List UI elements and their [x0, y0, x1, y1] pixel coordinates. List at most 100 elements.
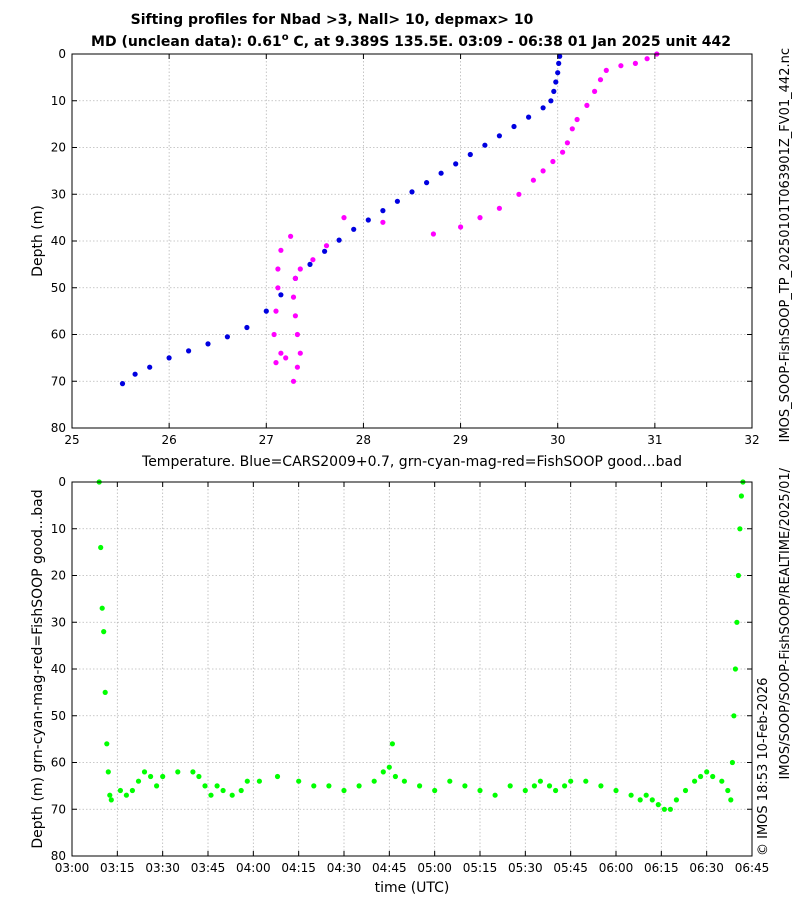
data-point — [438, 170, 444, 176]
data-point — [453, 161, 459, 167]
title-degree-sup: o — [282, 32, 289, 43]
data-point — [710, 773, 716, 780]
data-point — [132, 371, 138, 377]
data-point — [597, 77, 604, 83]
x-tick-label: 06:30 — [689, 861, 724, 875]
data-point — [102, 689, 108, 696]
data-point — [401, 778, 407, 784]
data-point — [540, 168, 546, 174]
data-point — [275, 285, 281, 291]
x-tick-label: 03:00 — [55, 861, 90, 875]
chart-title-line1: Sifting profiles for Nbad >3, Nall> 10, … — [131, 12, 534, 28]
top-ylabel: Depth (m) — [30, 205, 46, 277]
y-tick-label: 50 — [51, 281, 66, 295]
data-point — [186, 348, 192, 354]
data-point — [492, 792, 498, 798]
title-line2-pre: MD (unclean data): 0.61 — [91, 34, 282, 50]
data-point — [307, 261, 313, 267]
data-point — [351, 226, 357, 232]
data-point — [196, 773, 202, 780]
data-point — [735, 572, 742, 579]
data-point — [409, 189, 415, 195]
x-tick-label: 05:30 — [508, 861, 543, 875]
x-tick-label: 05:00 — [417, 861, 452, 875]
data-point — [202, 783, 208, 789]
y-tick-label: 10 — [51, 94, 66, 108]
y-tick-label: 20 — [51, 569, 66, 583]
bottom-plot: 03:00 03:15 03:30 03:45 04:00 04:15 04:30 04:45… — [30, 475, 769, 896]
x-tick-label: 27 — [259, 433, 274, 447]
data-point — [516, 191, 522, 197]
data-point — [224, 334, 230, 340]
data-point — [244, 778, 250, 784]
data-point — [555, 70, 561, 76]
data-point — [108, 797, 114, 803]
y-tick-label: 80 — [51, 849, 66, 863]
data-point — [562, 783, 568, 789]
data-point — [569, 126, 575, 132]
data-point — [148, 773, 154, 780]
data-point — [557, 53, 563, 59]
data-point — [104, 741, 110, 747]
data-point — [737, 526, 743, 532]
data-point — [564, 140, 571, 146]
data-point — [728, 797, 734, 803]
data-point — [117, 787, 123, 794]
data-point — [380, 208, 386, 214]
y-tick-label: 60 — [51, 756, 66, 770]
data-point — [208, 792, 214, 798]
data-point — [371, 778, 377, 784]
top-plot: 25 26 27 28 29 30 31 32 0 10 20 30 40 50 60 70 80 Temper… — [30, 47, 760, 470]
data-point — [256, 778, 262, 784]
data-point — [477, 787, 483, 794]
data-point — [229, 792, 235, 798]
y-tick-label: 0 — [58, 475, 66, 489]
x-tick-label: 25 — [64, 433, 79, 447]
data-point — [283, 355, 289, 361]
data-point — [244, 324, 250, 331]
data-point — [292, 275, 298, 281]
data-point — [290, 294, 297, 300]
data-point — [531, 783, 538, 789]
data-point — [482, 142, 488, 148]
data-point — [365, 217, 371, 223]
data-point — [129, 787, 135, 794]
bottom-ylabel: Depth (m) grn-cyan-mag-red=FishSOOP good… — [30, 489, 46, 848]
data-point — [618, 63, 624, 69]
data-point — [311, 783, 317, 789]
data-point — [526, 114, 532, 120]
data-point — [99, 605, 105, 611]
data-point — [655, 802, 661, 808]
data-point — [719, 778, 725, 784]
data-point — [297, 266, 303, 272]
data-point — [432, 787, 438, 794]
x-tick-label: 05:45 — [553, 861, 588, 875]
x-tick-label: 04:00 — [236, 861, 271, 875]
data-point — [297, 350, 303, 356]
data-point — [522, 787, 528, 794]
data-point — [583, 778, 589, 784]
data-point — [356, 783, 362, 789]
data-point — [511, 123, 517, 130]
data-point — [704, 769, 710, 775]
data-point — [166, 355, 172, 361]
data-point — [551, 88, 557, 94]
data-point — [123, 792, 129, 798]
data-point — [288, 233, 294, 239]
side-copyright: © IMOS 18:53 10-Feb-2026 — [756, 678, 771, 856]
data-point — [154, 783, 160, 789]
data-point — [336, 237, 342, 243]
data-point — [556, 60, 562, 66]
x-tick-label: 31 — [647, 433, 662, 447]
data-point — [278, 247, 284, 253]
data-point — [417, 783, 423, 789]
data-point — [341, 787, 347, 794]
data-point — [424, 180, 430, 186]
x-tick-label: 03:45 — [191, 861, 226, 875]
data-point — [540, 105, 546, 111]
x-tick-label: 32 — [744, 433, 759, 447]
data-point — [310, 257, 316, 263]
data-point — [389, 741, 395, 747]
data-point — [530, 177, 537, 183]
